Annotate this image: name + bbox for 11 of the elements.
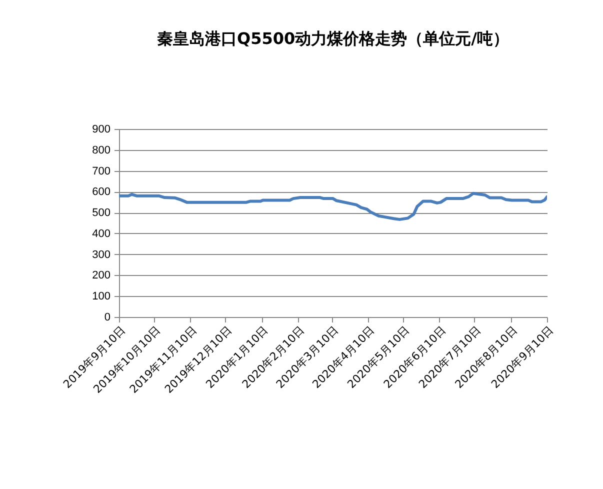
- chart-title: 秦皇岛港口Q5500动力煤价格走势（单位元/吨）: [157, 29, 509, 48]
- y-tick-label: 900: [92, 124, 110, 136]
- y-tick-label: 700: [92, 165, 110, 178]
- y-tick-label: 0: [104, 312, 110, 324]
- y-tick-label: 200: [92, 270, 110, 282]
- y-tick-label: 100: [92, 290, 110, 303]
- y-tick-label: 600: [92, 186, 110, 198]
- y-tick-label: 400: [92, 228, 110, 240]
- y-tick-label: 500: [92, 207, 110, 220]
- y-tick-label: 800: [92, 144, 110, 156]
- y-tick-label: 300: [92, 248, 110, 261]
